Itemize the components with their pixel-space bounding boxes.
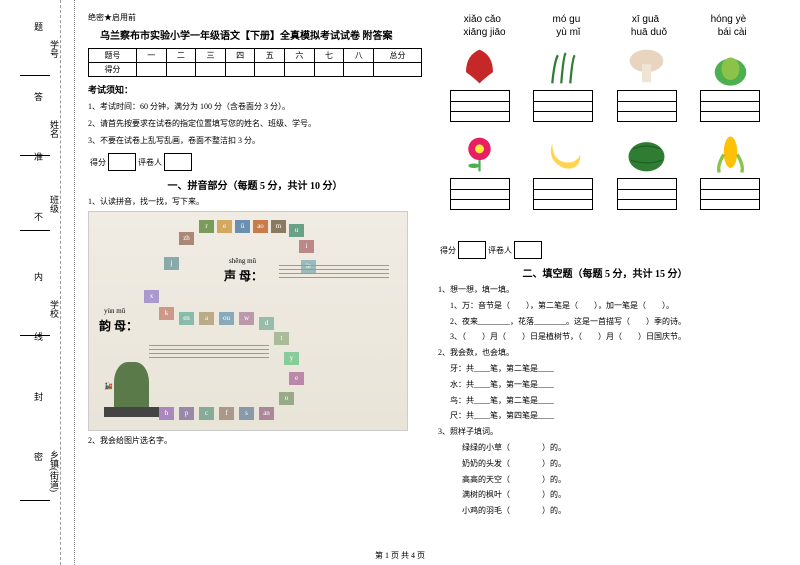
exam-title: 乌兰察布市实验小学一年级语文【下册】全真模拟考试试卷 附答案 xyxy=(100,27,422,42)
notice-3: 3、不要在试卷上乱写乱画，卷面不整洁扣 3 分。 xyxy=(88,135,422,147)
sidebar-label-name: 姓名 xyxy=(48,120,61,138)
section-1-title: 一、拼音部分（每题 5 分，共计 10 分） xyxy=(88,177,422,192)
binding-sidebar: 学号 姓名 班级 学校 乡镇(街道) 题 答 准 不 内 线 封 密 xyxy=(0,0,75,565)
right-column: xiǎo cǎo mó gu xī guā hóng yè xiāng jiāo… xyxy=(430,12,780,552)
leaf-icon xyxy=(457,44,502,84)
pinyin-row-2: xiāng jiāo yù mǐ huā duǒ bái cài xyxy=(438,27,772,38)
grader-box: 得分 评卷人 xyxy=(88,153,422,171)
cabbage-icon xyxy=(708,44,753,84)
mushroom-icon xyxy=(624,44,669,84)
answer-grid-1 xyxy=(438,90,772,122)
q2-text: 2、我会给图片选名字。 xyxy=(88,435,422,446)
sidebar-label-class: 班级 xyxy=(48,195,61,213)
pinyin-row-1: xiǎo cǎo mó gu xī guā hóng yè xyxy=(438,14,772,25)
s2-q1: 1、想一想，填一填。 xyxy=(438,284,772,297)
watermelon-icon xyxy=(624,132,669,172)
q1-text: 1、认读拼音，找一找，写下来。 xyxy=(88,196,422,207)
left-column: 绝密★启用前 乌兰察布市实验小学一年级语文【下册】全真模拟考试试卷 附答案 题号… xyxy=(80,12,430,552)
shengmu-label: 声 母： xyxy=(224,267,263,284)
sidebar-label-town: 乡镇(街道) xyxy=(48,450,61,492)
notice-2: 2、请首先按要求在试卷的指定位置填写您的姓名、班级、学号。 xyxy=(88,118,422,130)
image-row-2 xyxy=(438,132,772,172)
grass-icon xyxy=(541,44,586,84)
s2-q2: 2、我会数，也会填。 xyxy=(438,347,772,360)
s2-q3: 3、照样子填词。 xyxy=(438,426,772,439)
section-2-title: 二、填空题（每题 5 分，共计 15 分） xyxy=(438,265,772,280)
image-row-1 xyxy=(438,44,772,84)
flower-icon xyxy=(457,132,502,172)
score-table: 题号一二三四五六七八总分 得分 xyxy=(88,48,422,77)
banana-icon xyxy=(541,132,586,172)
confidential-mark: 绝密★启用前 xyxy=(88,12,422,23)
answer-grid-2 xyxy=(438,178,772,210)
corn-icon xyxy=(708,132,753,172)
notice-1: 1、考试时间：60 分钟，满分为 100 分（含卷面分 3 分）。 xyxy=(88,101,422,113)
notice-title: 考试须知： xyxy=(88,83,422,96)
sidebar-label-school: 学校 xyxy=(48,300,61,318)
page-content: 绝密★启用前 乌兰察布市实验小学一年级语文【下册】全真模拟考试试卷 附答案 题号… xyxy=(80,12,795,552)
yunmu-label: 韵 母： xyxy=(99,317,138,334)
sidebar-label-id: 学号 xyxy=(48,40,61,58)
page-footer: 第 1 页 共 4 页 xyxy=(375,550,425,561)
pinyin-snake-image: r e ü ao m u i ie zh j x k en a ou w d t… xyxy=(88,211,408,431)
grader-box-2: 得分 评卷人 xyxy=(438,241,772,259)
